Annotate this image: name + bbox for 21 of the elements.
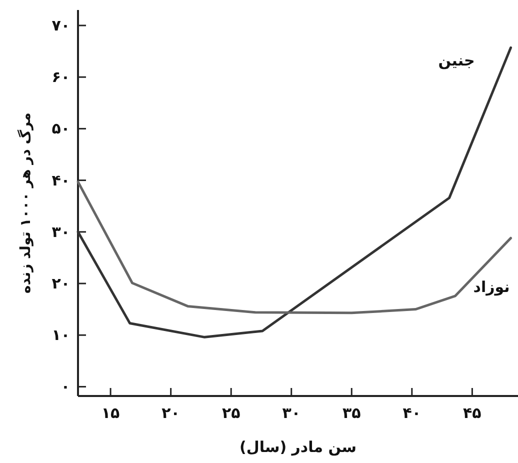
x-axis-title: سن مادر (سال) (239, 438, 357, 456)
y-tick-label: ۶۰ (52, 68, 70, 86)
x-tick-label: ۱۵ (101, 404, 120, 422)
series-label: نوزاد (473, 278, 510, 296)
y-tick-label: ۰ (60, 378, 70, 396)
x-tick-label: ۳۰ (282, 404, 301, 422)
y-tick-label: ۴۰ (52, 171, 70, 190)
line-series (76, 180, 512, 314)
y-tick-label: ۳۰ (52, 222, 70, 241)
x-tick-label: ۳۵ (342, 404, 361, 422)
line-series (76, 46, 512, 338)
y-tick-label: ۵۰ (52, 120, 70, 138)
y-tick-label: ۷۰ (52, 16, 70, 34)
x-tick-label: ۴۰ (402, 404, 422, 422)
y-tick-label: ۲۰ (52, 274, 70, 293)
x-tick-label: ۲۵ (222, 404, 240, 422)
y-tick-label: ۱۰ (52, 326, 70, 344)
y-axis-title: مرگ در هر ۱۰۰۰ تولد زنده (17, 112, 34, 294)
x-tick-label: ۲۰ (162, 404, 180, 422)
x-tick-label: ۴۵ (463, 404, 482, 422)
series-label: جنین (438, 52, 475, 70)
